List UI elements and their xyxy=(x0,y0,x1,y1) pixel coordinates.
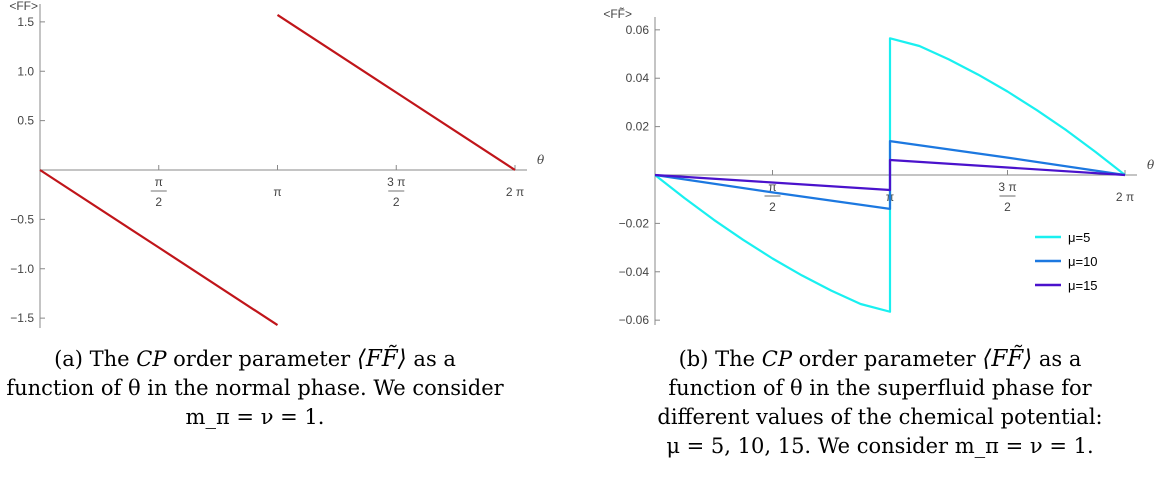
caption-a-operator: ⟨FF̃⟩ xyxy=(356,346,407,372)
caption-a-text: as a xyxy=(406,347,456,371)
chart-a-x-tick-label: 2 xyxy=(393,195,400,209)
chart-a-y-tick-label: 1.0 xyxy=(17,64,34,78)
chart-a-y-tick-label: −0.5 xyxy=(10,212,34,226)
chart-b-x-tick-label: 2 π xyxy=(1116,190,1134,204)
caption-b-cp: CP xyxy=(761,347,792,371)
caption-b-text: as a xyxy=(1032,347,1082,371)
chart-a-x-axis-title: θ xyxy=(537,153,545,167)
chart-a-y-tick-label: −1.5 xyxy=(10,311,34,325)
chart-a-x-tick-label: π xyxy=(273,185,281,199)
chart-b-y-tick-label: −0.04 xyxy=(619,265,650,279)
chart-b-y-axis-title: <FF̃> xyxy=(603,6,632,21)
caption-a: (a) The CP order parameter ⟨FF̃⟩ as a fu… xyxy=(5,345,505,432)
chart-b-legend-label: μ=10 xyxy=(1068,254,1098,269)
chart-b-legend-label: μ=15 xyxy=(1068,278,1098,293)
caption-b-text: (b) The xyxy=(678,347,762,371)
chart-b-y-tick-label: 0.06 xyxy=(626,23,650,37)
chart-b-x-tick-label: π xyxy=(768,180,776,194)
chart-b-y-tick-label: 0.04 xyxy=(626,71,650,85)
caption-a-line-2: function of θ in the normal phase. We co… xyxy=(6,376,504,400)
chart-b-y-tick-label: −0.06 xyxy=(619,313,650,327)
caption-a-text: order parameter xyxy=(166,347,357,371)
chart-a-x-tick-label: 2 xyxy=(155,195,162,209)
chart-a-x-tick-label: 3 π xyxy=(387,175,405,189)
caption-b-operator: ⟨FF̃⟩ xyxy=(982,346,1033,372)
chart-b-x-tick-label: 3 π xyxy=(998,180,1016,194)
caption-a-text: (a) The xyxy=(54,347,137,371)
chart-a-y-tick-label: 0.5 xyxy=(17,114,34,128)
chart-b-x-axis-title: θ xyxy=(1147,158,1155,172)
chart-a: 1.5 1.0 0.5 −0.5 −1.0 −1.5 π 2 π 3 π 2 2 π <FF> θ xyxy=(9,0,545,328)
chart-b-series-line-3 xyxy=(654,158,1126,192)
caption-b-line-3: different values of the chemical potenti… xyxy=(657,405,1103,429)
caption-b-line-4: μ = 5, 10, 15. We consider m_π = ν = 1. xyxy=(666,434,1094,458)
chart-a-y-axis-title: <FF> xyxy=(9,0,38,13)
chart-a-series-line-2 xyxy=(276,13,516,171)
chart-b-y-tick-label: 0.02 xyxy=(626,120,650,134)
caption-b-line-1: (b) The CP order parameter ⟨FF̃⟩ as a xyxy=(630,345,1130,374)
chart-b-y-tick-label: −0.02 xyxy=(619,216,650,230)
chart-b-x-tick-label: 2 xyxy=(769,200,776,214)
caption-b-line-2: function of θ in the superfluid phase fo… xyxy=(668,376,1092,400)
chart-b-x-tick-label: 2 xyxy=(1004,200,1011,214)
chart-b-legend-label: μ=5 xyxy=(1068,230,1090,245)
caption-b: (b) The CP order parameter ⟨FF̃⟩ as a fu… xyxy=(630,345,1130,461)
caption-a-line-3: m_π = ν = 1. xyxy=(185,405,325,429)
chart-a-x-tick-label: 2 π xyxy=(506,185,524,199)
caption-b-text: order parameter xyxy=(791,347,983,371)
chart-a-series-line-1 xyxy=(39,169,279,327)
chart-a-x-tick-label: π xyxy=(155,175,163,189)
caption-a-line-1: (a) The CP order parameter ⟨FF̃⟩ as a xyxy=(5,345,505,374)
chart-a-y-tick-label: −1.0 xyxy=(10,262,34,276)
chart-a-y-tick-label: 1.5 xyxy=(17,15,34,29)
caption-a-cp: CP xyxy=(136,347,167,371)
